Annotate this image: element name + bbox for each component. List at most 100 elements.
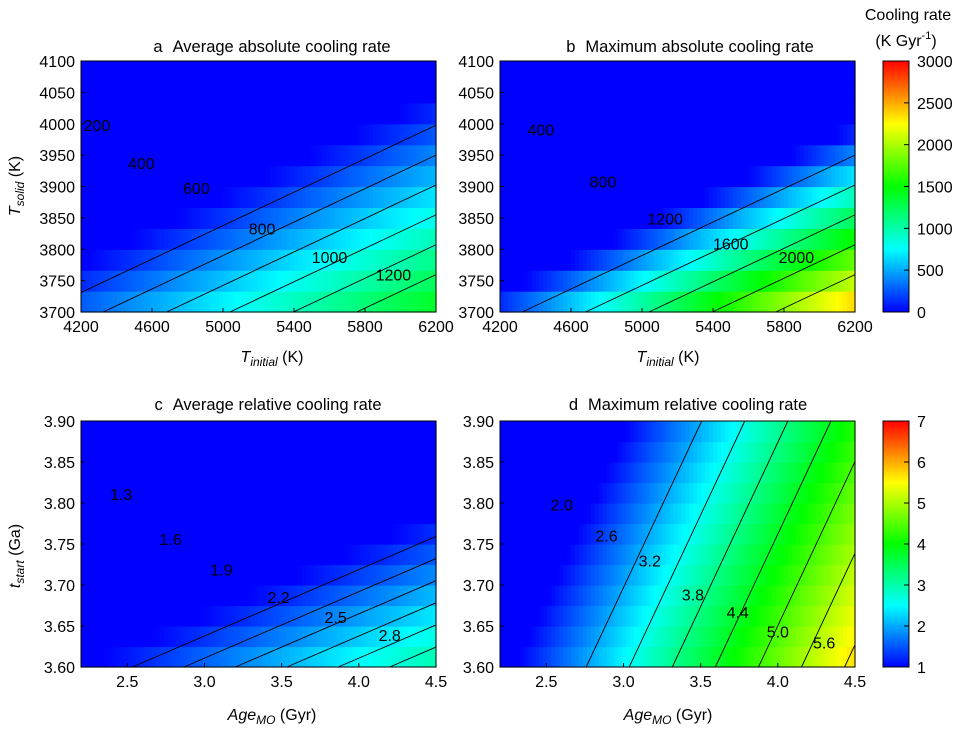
heat-cell: [317, 81, 323, 104]
heat-cell: [412, 165, 417, 188]
heat-cell: [171, 585, 177, 607]
heat-cell: [309, 544, 315, 566]
heat-cell: [250, 626, 256, 648]
heat-cell: [531, 503, 537, 525]
heat-cell: [234, 462, 240, 484]
heat-cell: [661, 585, 667, 607]
heat-cell: [811, 270, 817, 292]
heat-cell: [539, 523, 544, 545]
heat-cell: [681, 626, 686, 648]
heat-cell: [689, 207, 694, 229]
heat-cell: [349, 61, 354, 83]
heat-cell: [507, 81, 513, 104]
heat-cell: [716, 523, 722, 545]
heat-cell: [823, 291, 828, 313]
heat-cell: [728, 249, 734, 271]
heat-cell: [661, 523, 667, 545]
heat-cell: [724, 61, 730, 83]
heat-cell: [286, 421, 291, 443]
heat-cell: [716, 81, 722, 104]
heat-cell: [590, 270, 596, 292]
heat-cell: [282, 523, 287, 545]
heat-cell: [819, 523, 825, 545]
heat-cell: [396, 482, 402, 504]
heat-cell: [353, 523, 358, 545]
heat-cell: [665, 228, 671, 250]
heat-cell: [282, 503, 287, 525]
heat-cell: [128, 81, 133, 104]
heat-cell: [594, 503, 600, 525]
heat-cell: [412, 503, 417, 525]
colorbar-tick-label: 5: [917, 496, 926, 513]
heat-cell: [183, 544, 189, 566]
heat-cell: [230, 207, 236, 229]
heat-cell: [191, 585, 196, 607]
heat-cell: [266, 249, 271, 271]
heat-cell: [171, 228, 177, 250]
heat-cell: [282, 81, 287, 104]
heat-cell: [531, 544, 537, 566]
heat-cell: [736, 102, 742, 125]
heat-cell: [120, 186, 125, 209]
heat-cell: [697, 81, 702, 104]
heat-cell: [803, 249, 809, 271]
heat-cell: [784, 421, 789, 443]
heat-cell: [215, 441, 220, 463]
heat-cell: [547, 165, 552, 188]
heat-cell: [116, 544, 122, 566]
heat-cell: [823, 144, 828, 167]
heat-cell: [211, 123, 216, 146]
heat-cell: [574, 102, 580, 125]
heat-cell: [799, 462, 805, 484]
heat-cell: [329, 544, 335, 566]
heat-cell: [254, 523, 260, 545]
heat-cell: [357, 81, 362, 104]
heat-cell: [634, 249, 639, 271]
heat-cell: [400, 544, 406, 566]
heat-cell: [547, 564, 552, 586]
heat-cell: [262, 291, 267, 313]
heat-cell: [345, 61, 350, 83]
heat-cell: [511, 291, 517, 313]
heat-cell: [756, 291, 761, 313]
heat-cell: [610, 626, 615, 648]
heat-cell: [799, 482, 805, 504]
heat-cell: [167, 564, 173, 586]
heat-cell: [720, 503, 726, 525]
heat-cell: [748, 144, 754, 167]
heat-cell: [159, 646, 165, 668]
heat-cell: [100, 81, 106, 104]
heat-cell: [507, 123, 513, 146]
heat-cell: [195, 81, 200, 104]
heat-cell: [321, 605, 327, 627]
heat-cell: [772, 81, 777, 104]
heat-cell: [677, 207, 683, 229]
heat-cell: [199, 228, 204, 250]
heat-cell: [780, 421, 785, 443]
heat-cell: [152, 228, 157, 250]
heat-cell: [266, 144, 271, 167]
heat-cell: [404, 228, 409, 250]
heat-cell: [432, 544, 437, 566]
heat-cell: [96, 270, 102, 292]
heat-cell: [333, 249, 338, 271]
heat-cell: [673, 605, 679, 627]
heat-cell: [590, 61, 596, 83]
heat-cell: [234, 165, 240, 188]
contour-line-400: [521, 154, 856, 313]
heat-cell: [638, 585, 643, 607]
heat-cell: [337, 482, 342, 504]
heat-cell: [321, 482, 327, 504]
heat-cell: [230, 564, 236, 586]
heat-cell: [523, 544, 529, 566]
heat-cell: [305, 523, 311, 545]
heat-cell: [598, 441, 604, 463]
heat-cell: [242, 102, 248, 125]
heat-cell: [345, 462, 350, 484]
heat-cell: [159, 123, 165, 146]
heat-cell: [819, 626, 825, 648]
heat-cell: [847, 270, 852, 292]
heat-cell: [361, 144, 366, 167]
heat-cell: [740, 270, 746, 292]
heat-cell: [748, 165, 754, 188]
